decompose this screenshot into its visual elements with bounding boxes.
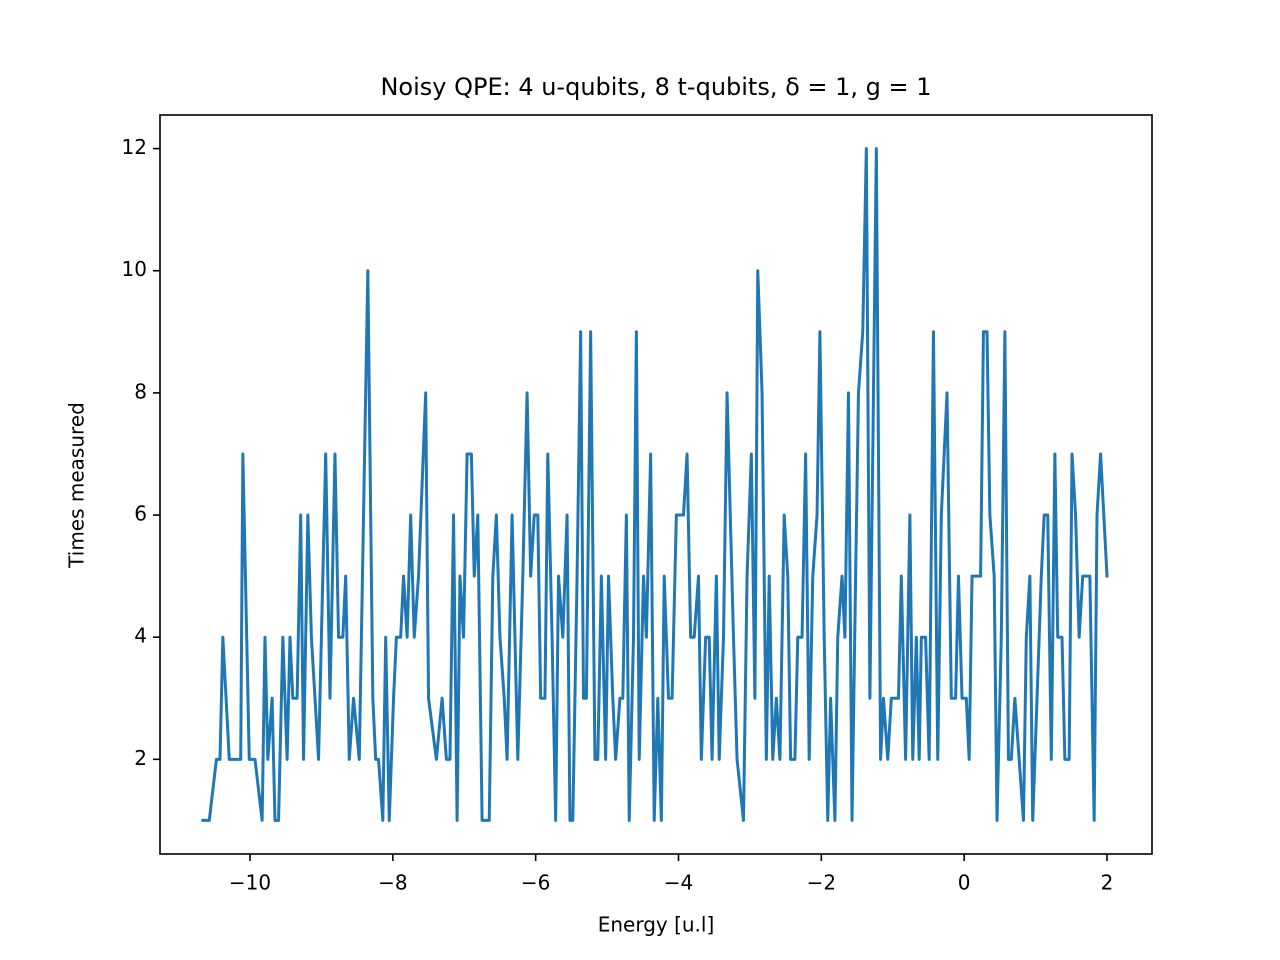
plot-frame: [159, 114, 1153, 855]
x-tick-label: −10: [229, 871, 271, 895]
y-tick-label: 2: [134, 746, 147, 770]
x-axis-label: Energy [u.l]: [598, 913, 715, 937]
x-tick-label: 2: [1101, 871, 1114, 895]
y-tick-label: 12: [122, 135, 147, 159]
y-tick-label: 4: [134, 624, 147, 648]
y-tick-label: 6: [134, 502, 147, 526]
x-tick-label: −2: [807, 871, 836, 895]
x-tick-label: −6: [521, 871, 550, 895]
y-axis-label: Times measured: [65, 402, 89, 569]
y-tick-label: 8: [134, 379, 147, 403]
x-tick-label: −8: [378, 871, 407, 895]
x-tick-label: 0: [958, 871, 971, 895]
x-tick-label: −4: [664, 871, 693, 895]
data-line: [201, 147, 1109, 822]
chart-title: Noisy QPE: 4 u-qubits, 8 t-qubits, δ = 1…: [380, 73, 931, 101]
y-tick-label: 10: [122, 257, 147, 281]
